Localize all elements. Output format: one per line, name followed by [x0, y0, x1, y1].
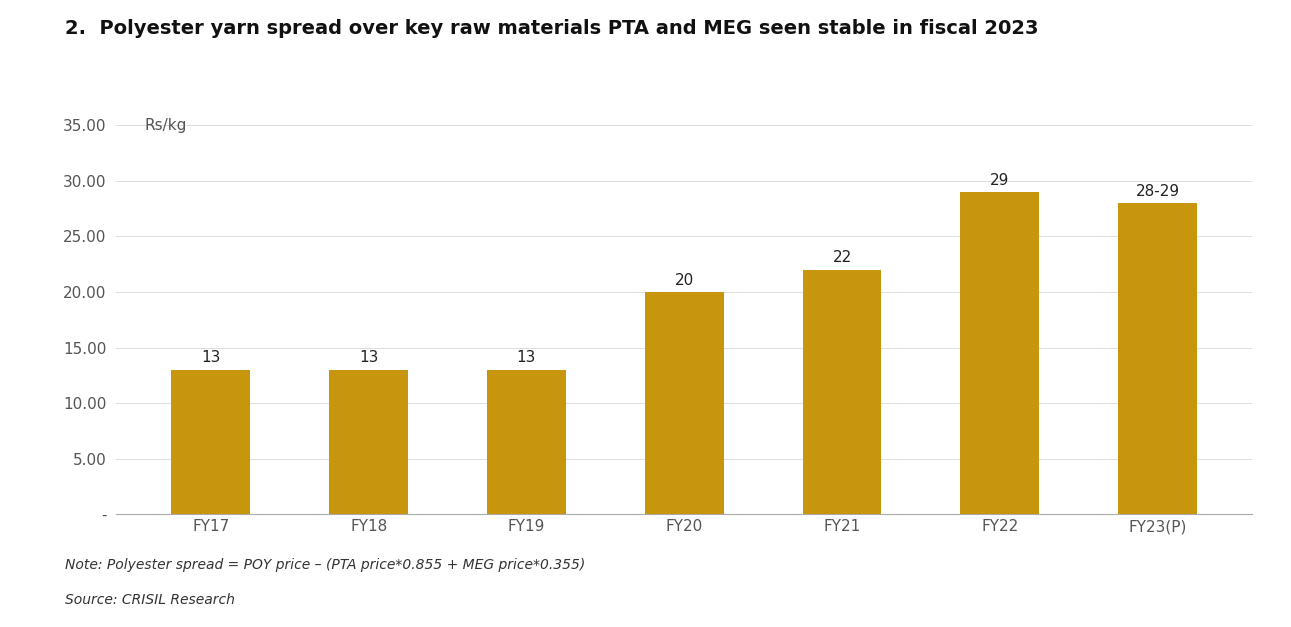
Text: Note: Polyester spread = POY price – (PTA price*0.855 + MEG price*0.355): Note: Polyester spread = POY price – (PT… [65, 558, 585, 572]
Text: 13: 13 [201, 350, 221, 366]
Text: 22: 22 [833, 250, 852, 265]
Bar [487, 370, 565, 514]
Text: 2.  Polyester yarn spread over key raw materials PTA and MEG seen stable in fisc: 2. Polyester yarn spread over key raw ma… [65, 19, 1038, 38]
Bar [644, 292, 724, 514]
Bar [803, 270, 882, 514]
Text: 13: 13 [516, 350, 536, 366]
Bar [172, 370, 250, 514]
Text: Rs/kg: Rs/kg [145, 118, 187, 133]
Bar [329, 370, 408, 514]
Bar [1118, 203, 1197, 514]
Bar [961, 192, 1039, 514]
Text: 13: 13 [359, 350, 378, 366]
Text: Source: CRISIL Research: Source: CRISIL Research [65, 593, 235, 606]
Text: 20: 20 [675, 273, 693, 288]
Text: 28-29: 28-29 [1136, 184, 1180, 199]
Text: 29: 29 [990, 172, 1010, 187]
